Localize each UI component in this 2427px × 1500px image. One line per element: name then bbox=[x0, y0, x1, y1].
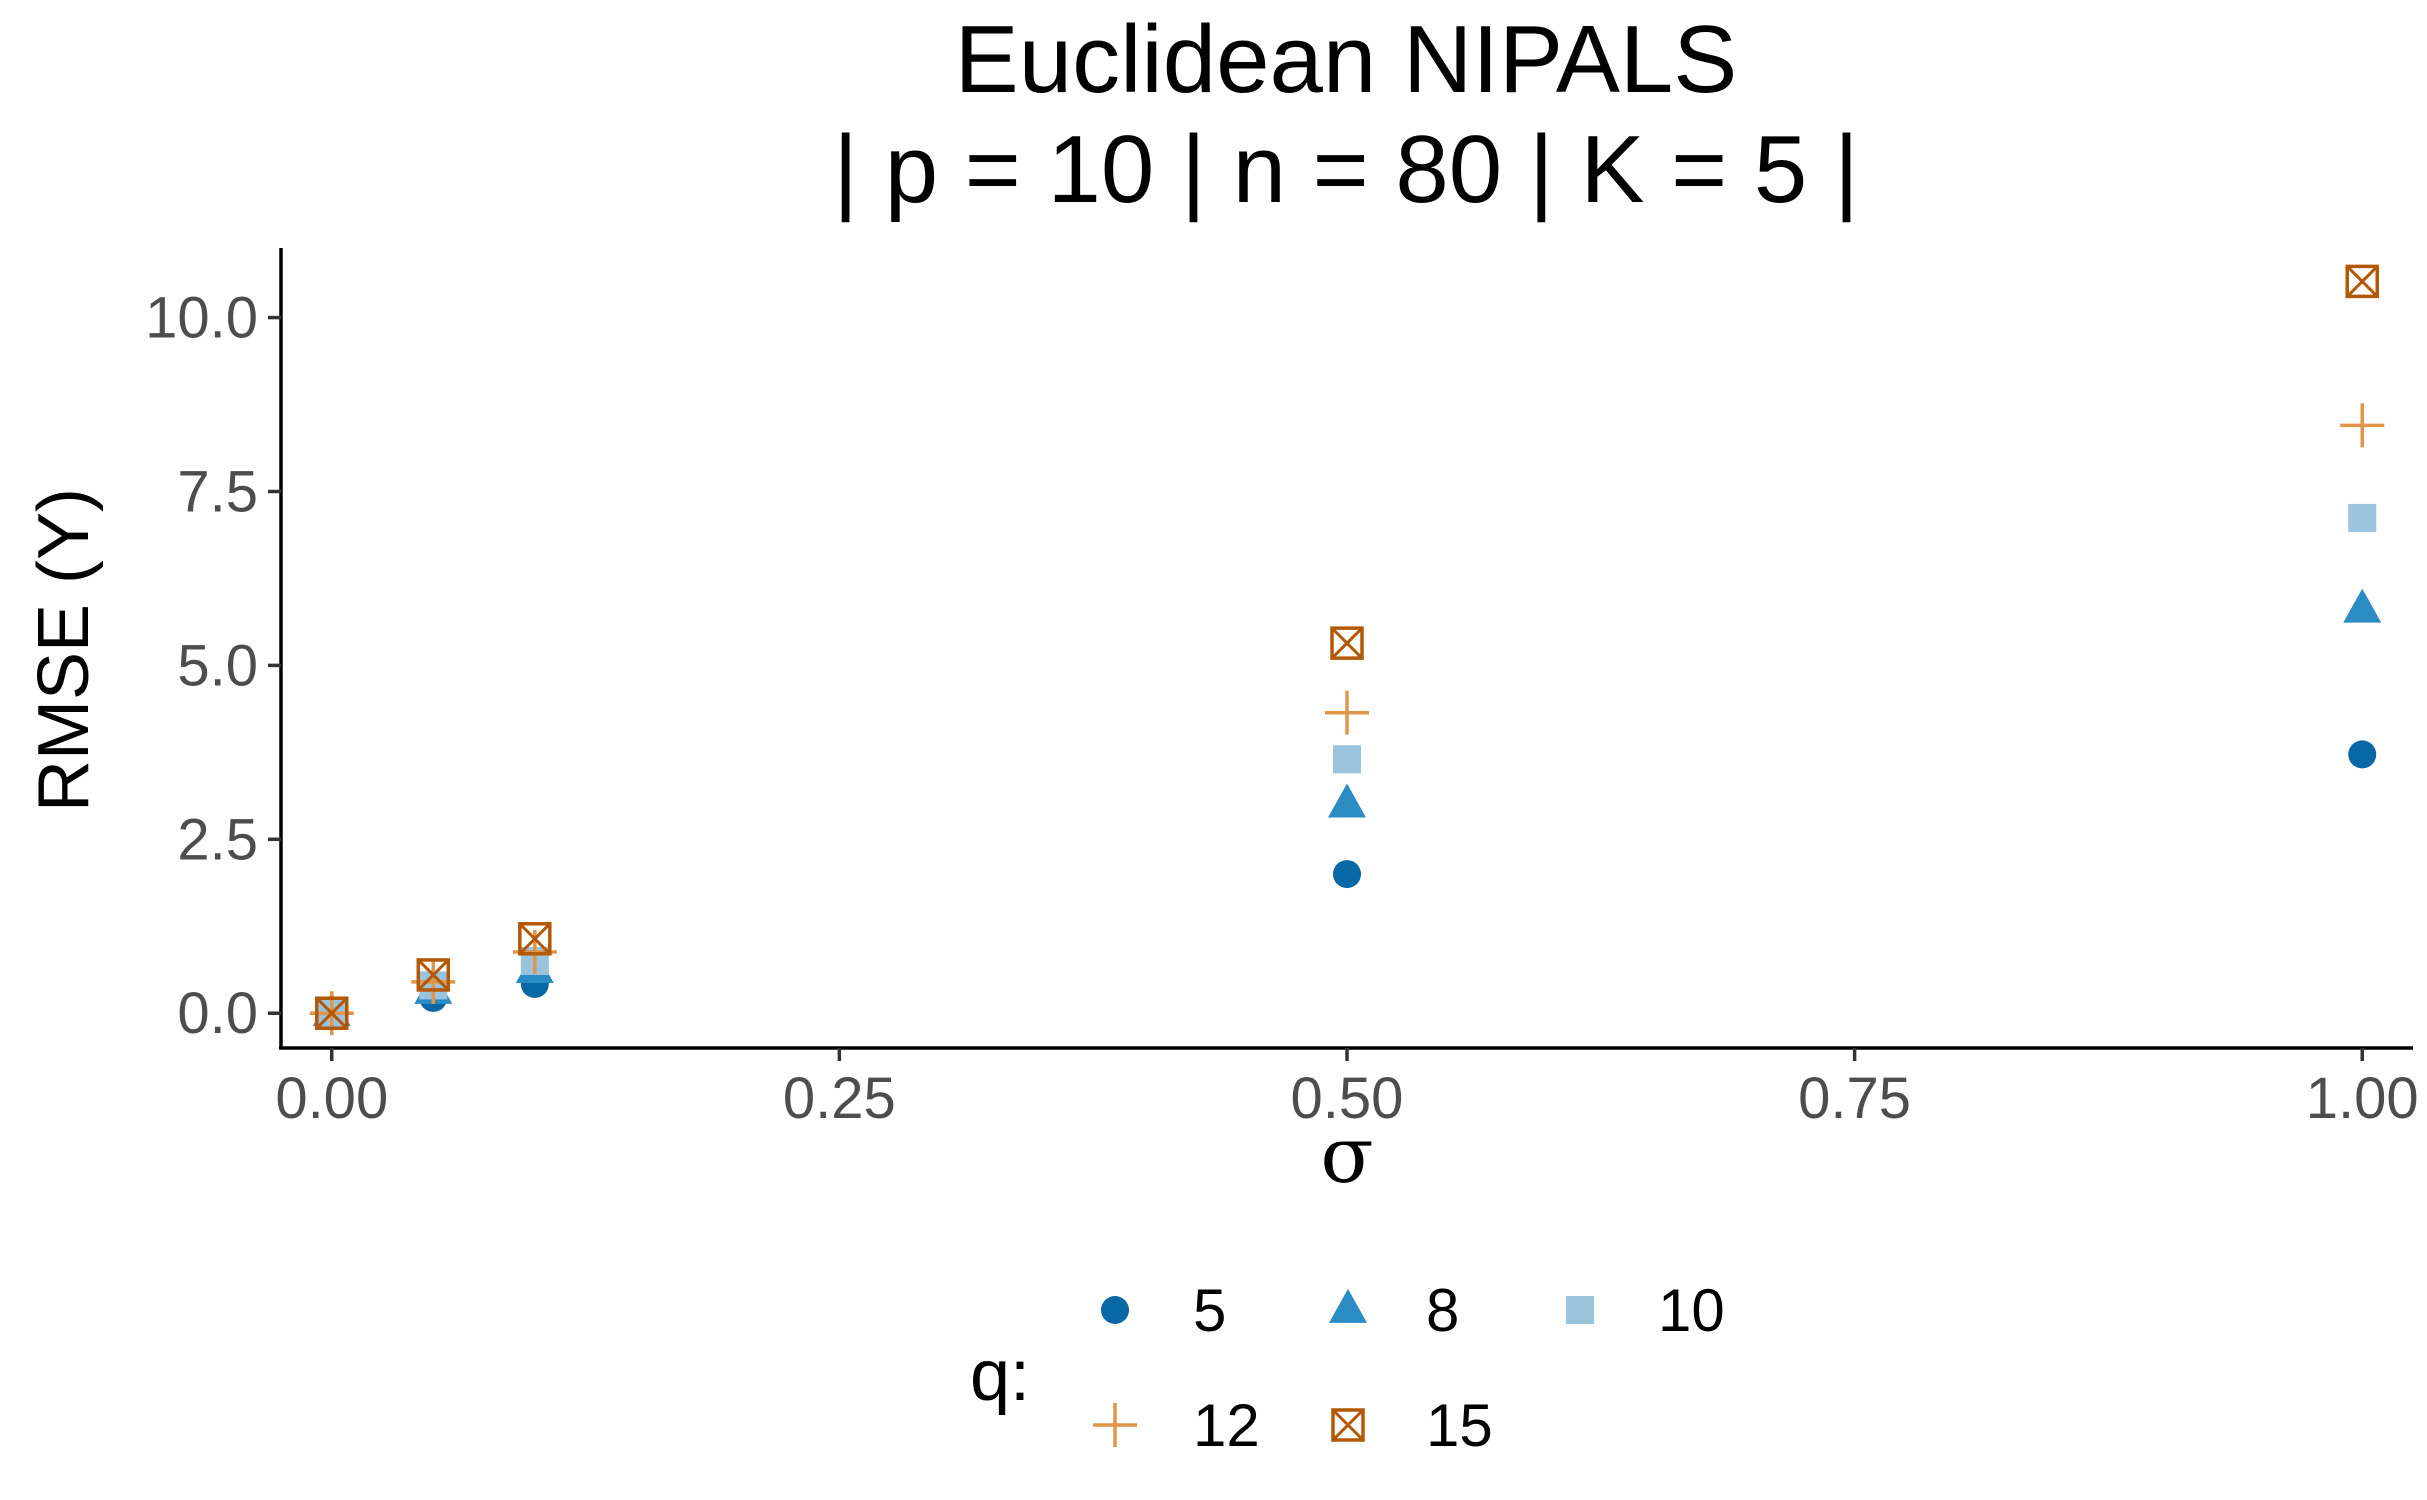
legend-key-q5 bbox=[1101, 1296, 1129, 1324]
legend: q: 5 8 10 12 15 bbox=[970, 1277, 1725, 1459]
data-point-q15-3 bbox=[1330, 626, 1364, 660]
legend-key-q10 bbox=[1566, 1296, 1594, 1324]
data-point-q15-0 bbox=[315, 996, 349, 1030]
x-tick-label: 0.50 bbox=[1291, 1066, 1404, 1131]
y-axis-ticks: 0.0 2.5 5.0 7.5 10.0 bbox=[145, 286, 281, 1046]
x-tick-label: 1.00 bbox=[2306, 1066, 2419, 1131]
legend-title: q: bbox=[970, 1336, 1030, 1416]
legend-label-q8: 8 bbox=[1426, 1277, 1459, 1344]
legend-key-q12 bbox=[1093, 1403, 1137, 1447]
x-axis-ticks: 0.00 0.25 0.50 0.75 1.00 bbox=[275, 1048, 2419, 1131]
legend-label-q5: 5 bbox=[1193, 1277, 1226, 1344]
y-tick-label: 5.0 bbox=[177, 633, 258, 698]
chart-title-line-1: Euclidean NIPALS bbox=[955, 6, 1738, 113]
x-tick-label: 0.25 bbox=[783, 1066, 896, 1131]
data-point-q12-3 bbox=[1325, 690, 1369, 735]
legend-key-q15 bbox=[1331, 1408, 1365, 1442]
y-axis-title: RMSE (Y) bbox=[24, 488, 104, 812]
x-tick-label: 0.75 bbox=[1798, 1066, 1911, 1131]
data-point-q10-4 bbox=[2348, 503, 2377, 532]
legend-label-q15: 15 bbox=[1426, 1392, 1493, 1459]
data-point-q15-1 bbox=[416, 958, 451, 992]
data-point-q15-4 bbox=[2345, 264, 2379, 299]
data-point-q5-3 bbox=[1333, 860, 1361, 889]
chart-title-line-2: | p = 10 | n = 80 | K = 5 | bbox=[833, 116, 1859, 223]
data-point-q8-3 bbox=[1328, 783, 1366, 818]
y-tick-label: 10.0 bbox=[145, 286, 258, 351]
plot-area bbox=[309, 264, 2385, 1036]
y-tick-label: 7.5 bbox=[177, 459, 258, 524]
x-tick-label: 0.00 bbox=[275, 1066, 388, 1131]
y-tick-label: 0.0 bbox=[177, 981, 258, 1046]
x-axis-title: σ bbox=[1320, 1111, 1373, 1201]
data-point-q15-2 bbox=[518, 922, 552, 956]
data-point-q5-4 bbox=[2348, 740, 2377, 769]
data-point-q10-3 bbox=[1333, 745, 1361, 774]
legend-key-q8 bbox=[1329, 1288, 1367, 1323]
data-point-q8-4 bbox=[2343, 588, 2382, 623]
y-tick-label: 2.5 bbox=[177, 807, 258, 872]
data-point-q12-4 bbox=[2340, 403, 2385, 448]
legend-label-q12: 12 bbox=[1193, 1392, 1260, 1459]
legend-label-q10: 10 bbox=[1658, 1277, 1725, 1344]
